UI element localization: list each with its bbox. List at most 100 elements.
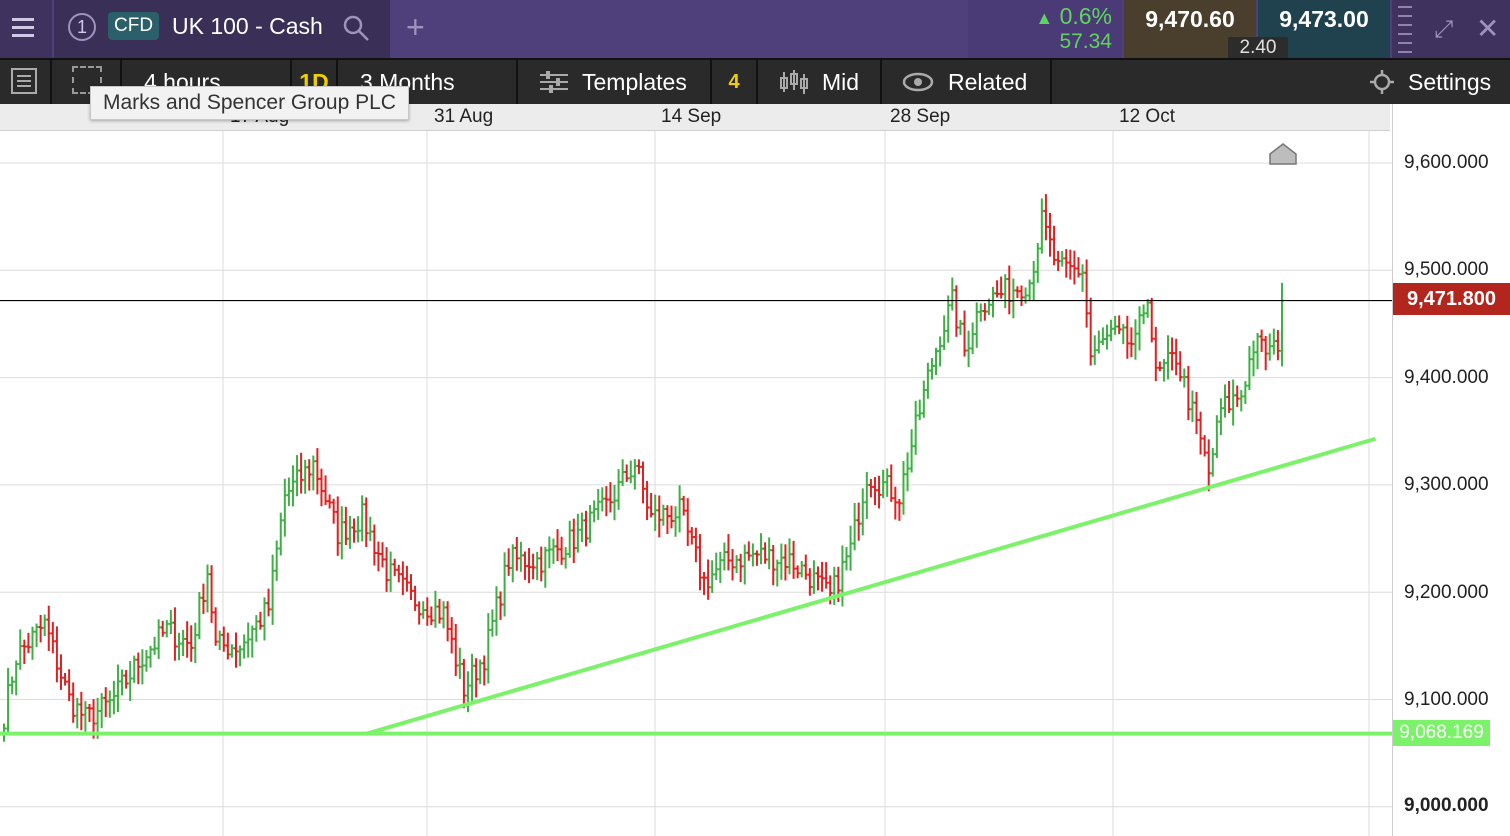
ohlc-bar <box>437 598 442 624</box>
ohlc-bar <box>115 664 120 713</box>
ohlc-bar <box>999 276 1004 299</box>
ohlc-bar <box>864 472 869 519</box>
ohlc-bar <box>360 495 365 542</box>
ohlc-bar <box>474 658 479 698</box>
ohlc-bar <box>1214 415 1219 458</box>
ohlc-bar <box>1206 439 1211 492</box>
main-menu-button[interactable] <box>0 0 52 58</box>
ohlc-bar <box>1129 327 1134 358</box>
ohlc-bar <box>482 655 487 686</box>
ohlc-bar <box>1072 250 1077 285</box>
ohlc-bar <box>1239 390 1244 412</box>
window-controls: ⤢ ✕ <box>1392 0 1510 58</box>
ohlc-bar <box>132 655 137 683</box>
indicator-count-badge[interactable]: 4 <box>712 60 758 104</box>
ohlc-bar <box>738 553 743 583</box>
ohlc-bar <box>539 546 544 582</box>
ohlc-bar <box>343 506 348 546</box>
ohlc-bar <box>1137 306 1142 351</box>
ohlc-bar <box>1092 335 1097 365</box>
price-mode-button[interactable]: Mid <box>758 60 882 104</box>
ohlc-bar <box>1227 380 1232 414</box>
ohlc-bar <box>315 448 320 495</box>
price-axis-label: 9,200.000 <box>1404 582 1489 603</box>
drag-handle-icon[interactable] <box>1398 6 1412 60</box>
date-label: 28 Sep <box>890 106 951 127</box>
ohlc-bar <box>258 611 263 630</box>
ohlc-bar <box>10 676 15 695</box>
current-price-tag: 9,471.800 <box>1393 283 1510 315</box>
instrument-type-badge: CFD <box>108 12 160 40</box>
ohlc-bar <box>470 653 475 704</box>
ohlc-bar <box>201 583 206 614</box>
ohlc-bar <box>352 518 357 543</box>
ohlc-bar <box>368 516 373 541</box>
templates-button[interactable]: Templates <box>518 60 712 104</box>
ohlc-bar <box>1218 398 1223 436</box>
ohlc-bar <box>1202 435 1207 457</box>
ohlc-bar <box>1251 340 1256 377</box>
ohlc-bar <box>335 496 340 556</box>
templates-label: Templates <box>582 69 687 95</box>
ohlc-bar <box>396 564 401 583</box>
ohlc-bar <box>1125 315 1130 359</box>
ohlc-bar <box>1186 365 1191 421</box>
settings-button[interactable]: Settings <box>1352 60 1510 104</box>
ohlc-bar <box>372 524 377 566</box>
ohlc-bar <box>413 585 418 611</box>
ohlc-bar <box>295 455 300 497</box>
ohlc-bar <box>1190 390 1195 423</box>
ohlc-bar <box>242 634 247 659</box>
ohlc-bar <box>978 303 983 322</box>
ohlc-bar <box>913 400 918 455</box>
ohlc-bar <box>506 548 511 576</box>
ohlc-bar <box>962 310 967 357</box>
hamburger-icon <box>12 18 34 42</box>
sell-price-button[interactable]: 9,470.60 <box>1124 0 1256 58</box>
ohlc-bar <box>1035 243 1040 283</box>
ohlc-bar <box>510 544 515 583</box>
trendline <box>365 436 1377 736</box>
ohlc-bar <box>750 543 755 567</box>
ohlc-bar <box>624 464 629 482</box>
up-arrow-icon: ▲ <box>1035 8 1054 28</box>
price-axis-label: 9,100.000 <box>1404 689 1489 710</box>
ohlc-bar <box>299 452 304 494</box>
ohlc-bar <box>579 512 584 543</box>
ohlc-bar <box>881 469 886 499</box>
ohlc-bar <box>1259 329 1264 353</box>
ohlc-bar <box>128 661 133 702</box>
horizontal-level-tag[interactable]: 9,068.169 <box>1393 720 1490 746</box>
ohlc-bar <box>1121 323 1126 345</box>
add-instrument-icon[interactable]: + <box>406 9 425 45</box>
ohlc-bar <box>1100 327 1105 346</box>
ohlc-bar <box>722 542 727 571</box>
close-icon[interactable]: ✕ <box>1476 13 1500 44</box>
candlestick-icon <box>780 70 808 94</box>
watchlist-button[interactable] <box>0 60 52 104</box>
ohlc-bar <box>1109 319 1114 342</box>
ohlc-bar <box>1084 259 1089 328</box>
expand-icon[interactable]: ⤢ <box>1434 16 1454 43</box>
ohlc-bar <box>71 682 76 723</box>
ohlc-bar <box>1047 212 1052 257</box>
ohlc-bar <box>791 540 796 579</box>
price-chart[interactable] <box>0 104 1392 836</box>
ohlc-bar <box>1149 297 1154 343</box>
ohlc-bar <box>905 452 910 492</box>
instrument-selector[interactable]: 1 CFD UK 100 - Cash <box>54 0 390 58</box>
ohlc-bar <box>1007 265 1012 315</box>
ohlc-bar <box>889 464 894 502</box>
ohlc-bar <box>966 330 971 368</box>
ohlc-bar <box>54 626 59 683</box>
eye-icon <box>902 72 934 92</box>
related-button[interactable]: Related <box>882 60 1052 104</box>
layout-button[interactable] <box>52 60 122 104</box>
ohlc-bar <box>429 606 434 626</box>
ohlc-bar <box>311 455 316 491</box>
search-icon[interactable] <box>342 14 370 42</box>
ohlc-bar <box>303 459 308 494</box>
ohlc-bar <box>868 479 873 498</box>
ohlc-bar <box>404 565 409 592</box>
ohlc-bar <box>38 614 43 643</box>
